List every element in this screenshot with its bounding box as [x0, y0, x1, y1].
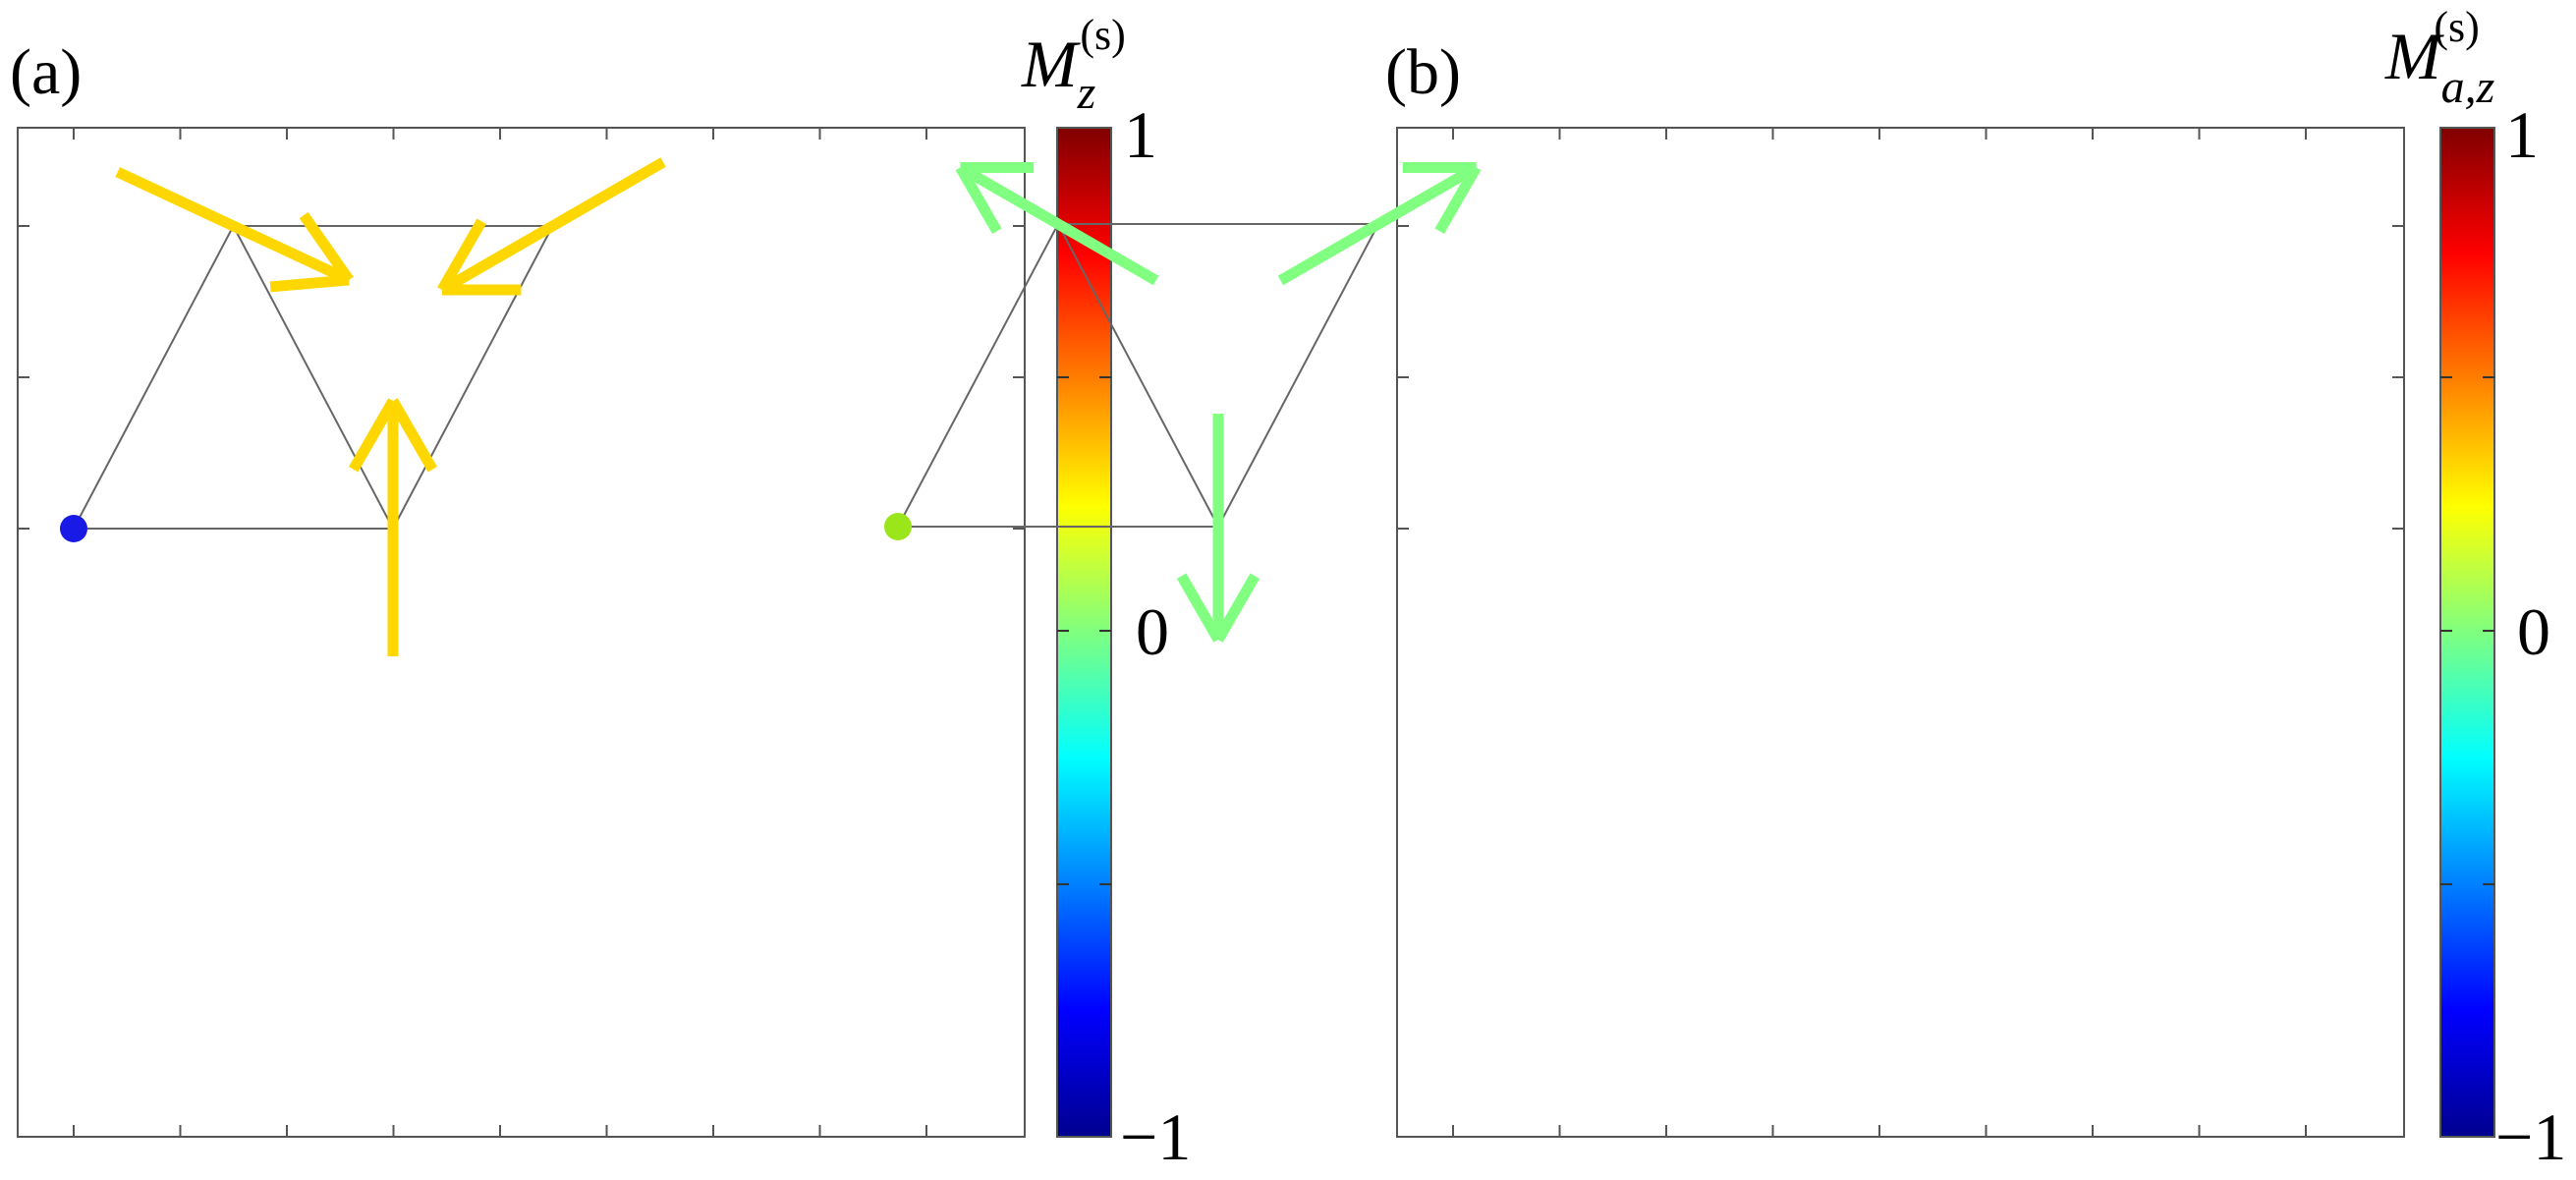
arrow-shaft	[957, 162, 1159, 286]
lattice-bond	[897, 223, 1059, 528]
colorbar-mid-label: 0	[1136, 594, 1169, 669]
arrow-head	[269, 274, 350, 293]
lattice-bond	[73, 225, 235, 530]
axis-ticks	[1397, 128, 2404, 1137]
colorbar-gradient	[2439, 127, 2495, 1138]
lattice-bond	[1217, 223, 1379, 528]
arrow-head	[348, 398, 398, 473]
panel-b: (b) Ma,z(s) 1 0 −1	[884, 3, 2566, 1174]
panel-a: (a) Mz(s) 1 0 −1	[10, 11, 1191, 1174]
site-dot	[884, 513, 912, 540]
colorbar: Ma,z(s) 1 0 −1	[2384, 3, 2566, 1174]
spin-arrow	[115, 167, 354, 293]
spin-arrow	[955, 162, 1159, 286]
lattice	[60, 225, 554, 542]
arrow-shaft	[115, 167, 352, 285]
panel-label: (a)	[10, 36, 82, 108]
arrow-head	[388, 398, 438, 473]
colorbar-title: Mz(s)	[1021, 11, 1126, 119]
spin-arrow	[1277, 162, 1482, 286]
site-dot	[60, 515, 87, 542]
arrow-shaft	[1277, 162, 1480, 286]
colorbar: Mz(s) 1 0 −1	[1021, 11, 1191, 1174]
spin-arrow	[348, 398, 438, 656]
colorbar-min-label: −1	[1120, 1099, 1191, 1174]
plot-frame	[17, 127, 1026, 1138]
arrow-head	[1213, 573, 1260, 643]
axis-ticks	[18, 128, 1025, 1137]
arrow-head	[1434, 164, 1482, 234]
arrow-head	[437, 218, 486, 293]
arrow-head	[299, 211, 354, 284]
colorbar-max-label: 1	[1124, 97, 1157, 172]
lattice-bond	[232, 225, 394, 530]
colorbar-gradient	[1056, 127, 1112, 1138]
lattice	[884, 223, 1379, 540]
colorbar-max-label: 1	[2505, 97, 2539, 172]
colorbar-title: Ma,z(s)	[2384, 3, 2495, 113]
panel-label: (b)	[1385, 36, 1461, 108]
lattice-bond	[1057, 223, 1219, 528]
plot-frame	[1396, 127, 2405, 1138]
colorbar-mid-label: 0	[2517, 594, 2550, 669]
arrow-shaft	[439, 157, 666, 295]
spin-arrows	[955, 162, 1482, 643]
lattice-bond	[392, 225, 554, 530]
spin-arrow	[1176, 414, 1260, 643]
spin-arrows	[115, 157, 666, 656]
spin-arrow	[437, 157, 666, 296]
arrow-head	[955, 164, 1002, 234]
colorbar-min-label: −1	[2495, 1099, 2566, 1174]
arrow-head	[1176, 573, 1223, 643]
